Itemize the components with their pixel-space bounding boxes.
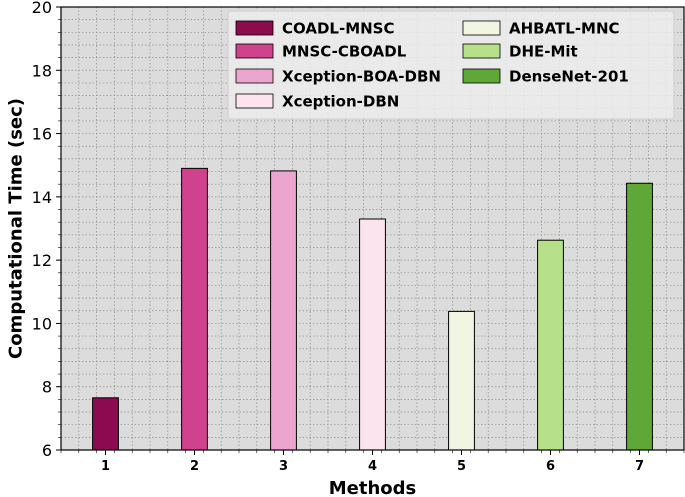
bar-dhe-mit <box>537 239 564 451</box>
legend-label: DHE-Mit <box>509 43 578 61</box>
y-tick-label: 14 <box>32 188 52 207</box>
x-tick-label: 3 <box>279 459 288 474</box>
x-tick-label: 2 <box>190 459 199 474</box>
y-tick-label: 20 <box>32 0 52 17</box>
x-tick-label: 4 <box>368 459 377 474</box>
legend-swatch <box>235 20 274 36</box>
x-tick-label: 6 <box>546 459 555 474</box>
y-ticks: 6 8 10 12 14 16 18 20 <box>32 0 61 460</box>
legend-swatch <box>462 43 501 59</box>
y-tick-label: 6 <box>42 441 52 460</box>
legend-label: Xception-DBN <box>282 93 399 111</box>
legend-swatch <box>235 93 274 109</box>
legend-swatch <box>235 68 274 84</box>
legend-label: DenseNet-201 <box>509 68 629 86</box>
y-tick-label: 8 <box>42 378 52 397</box>
legend-label: MNSC-CBOADL <box>282 43 407 61</box>
legend-label: COADL-MNSC <box>282 20 395 38</box>
bar-xception-boa-dbn <box>270 170 297 451</box>
x-tick-label: 1 <box>101 459 110 474</box>
x-ticks: 1 2 3 4 5 6 7 <box>60 450 685 474</box>
legend-box <box>227 10 675 120</box>
legend-label: Xception-BOA-DBN <box>282 68 441 86</box>
bars <box>92 167 653 451</box>
x-axis-label: Methods <box>329 478 417 497</box>
bar-coadl-mnsc <box>92 397 119 451</box>
legend-swatch <box>462 68 501 84</box>
x-tick-label: 5 <box>457 459 466 474</box>
x-tick-label: 7 <box>635 459 644 474</box>
bar-densenet-201 <box>626 182 653 451</box>
legend-label: AHBATL-MNC <box>509 20 620 38</box>
legend: COADL-MNSC MNSC-CBOADL Xception-BOA-DBN Xce… <box>227 10 675 120</box>
y-tick-label: 12 <box>32 251 52 270</box>
bar-xception-dbn <box>359 218 386 451</box>
legend-swatch <box>235 43 274 59</box>
bar-mnsc-cboadl <box>181 167 208 451</box>
y-tick-label: 18 <box>32 61 52 80</box>
y-tick-label: 16 <box>32 125 52 144</box>
bar-ahbatl-mnc <box>448 310 475 451</box>
y-tick-label: 10 <box>32 314 52 333</box>
y-axis-label: Computational Time (sec) <box>6 98 27 359</box>
legend-swatch <box>462 20 501 36</box>
